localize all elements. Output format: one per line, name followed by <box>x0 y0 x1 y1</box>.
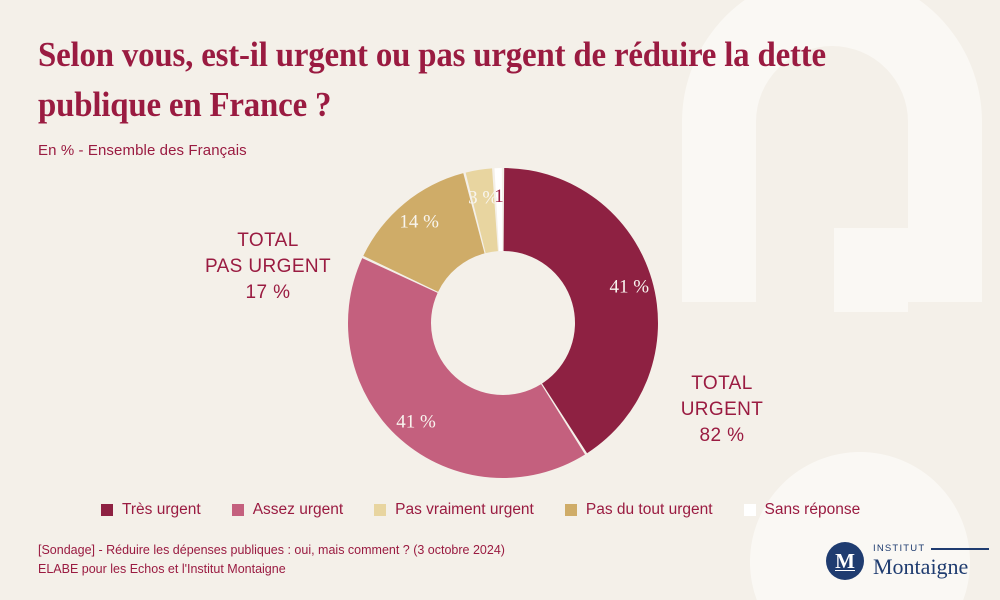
logo-rule <box>931 548 990 550</box>
legend-swatch-icon <box>231 504 244 516</box>
legend-item[interactable]: Pas du tout urgent <box>564 501 713 519</box>
legend-item[interactable]: Très urgent <box>101 501 201 519</box>
donut-slice-labels: 41 % 41 % 14 % 3 %1 <box>396 186 649 433</box>
page-subtitle: En % - Ensemble des Français <box>38 142 247 160</box>
logo-monogram-icon: M <box>826 542 864 580</box>
legend-item-label: Sans réponse <box>764 501 861 518</box>
source-line-2: ELABE pour les Echos et l'Institut Monta… <box>38 562 286 576</box>
legend-item-label: Pas vraiment urgent <box>395 501 534 518</box>
callout-urgent-line2: URGENT <box>680 399 764 421</box>
legend-item[interactable]: Assez urgent <box>231 501 344 519</box>
donut-slice[interactable] <box>503 168 658 454</box>
callout-total-pas-urgent: TOTAL PAS URGENT 17 % <box>168 228 368 307</box>
legend-swatch-icon <box>374 504 387 516</box>
callout-urgent-value: 82 % <box>699 425 745 447</box>
legend-item[interactable]: Pas vraiment urgent <box>374 501 534 519</box>
callout-pas-urgent-value: 17 % <box>245 282 291 304</box>
callout-urgent-line1: TOTAL <box>691 373 753 394</box>
institut-montaigne-logo: M INSTITUT Montaigne <box>826 542 990 580</box>
logo-institut-row: INSTITUT <box>873 543 990 555</box>
donut-slice[interactable] <box>363 173 485 292</box>
callout-total-urgent: TOTAL URGENT 82 % <box>640 371 804 450</box>
source-line-1: [Sondage] - Réduire les dépenses publiqu… <box>38 543 505 557</box>
donut-slice-label: 41 % <box>609 276 649 297</box>
donut-slice-label: 3 % <box>468 188 498 209</box>
chart-legend: Très urgent Assez urgent Pas vraiment urge… <box>101 501 891 519</box>
legend-swatch-icon <box>743 504 756 516</box>
donut-slice-label: 14 % <box>399 212 439 233</box>
donut-slices <box>348 168 658 478</box>
logo-name-label: Montaigne <box>873 554 969 580</box>
legend-item[interactable]: Sans réponse <box>743 501 861 519</box>
donut-slice[interactable] <box>465 168 498 254</box>
donut-chart-svg: 41 % 41 % 14 % 3 %1 <box>348 168 658 478</box>
source-footer: [Sondage] - Réduire les dépenses publiqu… <box>38 541 505 579</box>
page-title: Selon vous, est-il urgent ou pas urgent … <box>38 35 826 124</box>
logo-text: INSTITUT Montaigne <box>873 543 990 580</box>
legend-swatch-icon <box>564 504 577 516</box>
header: Selon vous, est-il urgent ou pas urgent … <box>38 30 948 159</box>
donut-slice[interactable] <box>494 168 503 252</box>
logo-institut-label: INSTITUT <box>873 543 926 555</box>
callout-pas-urgent-line2: PAS URGENT <box>204 256 332 278</box>
donut-slice[interactable] <box>348 258 586 478</box>
legend-item-label: Pas du tout urgent <box>585 501 713 518</box>
donut-slice-label: 41 % <box>396 412 436 433</box>
legend-item-label: Très urgent <box>122 501 201 518</box>
legend-swatch-icon <box>101 504 113 516</box>
donut-slice-label: 1 <box>494 186 504 207</box>
legend-item-label: Assez urgent <box>252 501 344 518</box>
callout-pas-urgent-line1: TOTAL <box>237 230 299 251</box>
